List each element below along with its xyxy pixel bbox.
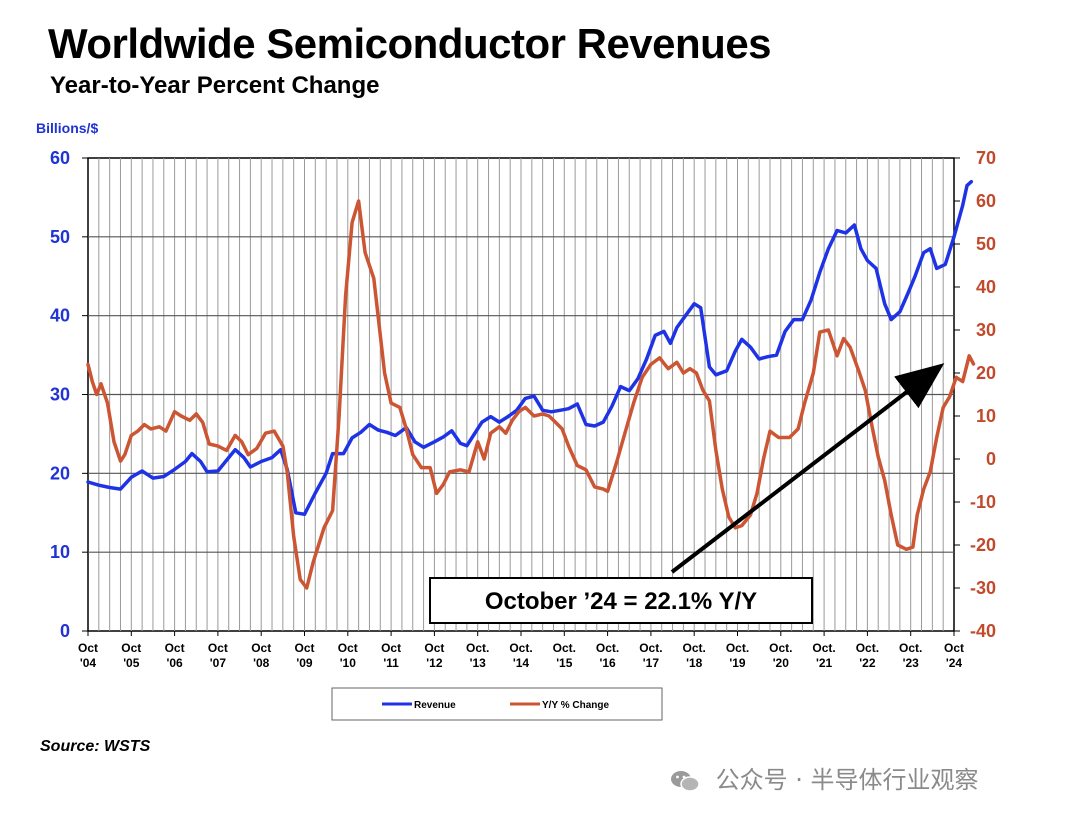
watermark: 公众号 · 半导体行业观察 [670, 760, 979, 795]
x-tick-label-top: Oct. [769, 641, 792, 655]
x-tick-label-top: Oct. [899, 641, 922, 655]
x-tick-label-top: Oct [424, 641, 444, 655]
right-tick-label: 40 [976, 277, 996, 297]
right-tick-label: -20 [970, 535, 996, 555]
x-tick-label-top: Oct. [509, 641, 532, 655]
x-tick-label-bottom: '17 [643, 656, 660, 670]
x-tick-label-bottom: '20 [773, 656, 790, 670]
chart-subtitle: Year-to-Year Percent Change [50, 72, 380, 99]
source-note: Source: WSTS [40, 738, 151, 755]
x-tick-label-top: Oct [165, 641, 185, 655]
chart-title: Worldwide Semiconductor Revenues [48, 20, 772, 67]
x-tick-label-top: Oct [381, 641, 401, 655]
x-tick-label-bottom: '12 [426, 656, 443, 670]
right-tick-label: 70 [976, 148, 996, 168]
x-tick-label-bottom: '13 [470, 656, 487, 670]
right-tick-label: -10 [970, 492, 996, 512]
x-tick-label-bottom: '19 [729, 656, 746, 670]
left-tick-label: 50 [50, 227, 70, 247]
x-tick-label-bottom: '11 [383, 656, 399, 670]
right-tick-label: -40 [970, 621, 996, 641]
x-tick-label-top: Oct [251, 641, 271, 655]
x-tick-label-top: Oct [78, 641, 98, 655]
series-lines [86, 179, 976, 590]
x-tick-label-bottom: '18 [686, 656, 703, 670]
legend: Revenue Y/Y % Change [331, 687, 663, 721]
horizontal-gridlines [88, 236, 954, 553]
left-axis-units: Billions/$ [36, 120, 99, 136]
x-tick-label-top: Oct [294, 641, 314, 655]
x-tick-label-bottom: '21 [816, 656, 833, 670]
x-tick-label-bottom: '07 [210, 656, 227, 670]
x-tick-label-bottom: '10 [340, 656, 357, 670]
x-tick-label-top: Oct. [639, 641, 662, 655]
callout-box [429, 577, 813, 624]
x-axis-ticks: Oct'04Oct'05Oct'06Oct'07Oct'08Oct'09Oct'… [78, 631, 964, 670]
right-tick-label: 50 [976, 234, 996, 254]
x-tick-label-bottom: '09 [296, 656, 313, 670]
left-tick-label: 20 [50, 463, 70, 483]
x-tick-label-top: Oct. [812, 641, 835, 655]
right-tick-label: 10 [976, 406, 996, 426]
revenue-line [86, 179, 974, 517]
x-tick-label-bottom: '16 [599, 656, 616, 670]
left-axis-ticks: 0 10 20 30 40 50 60 [50, 148, 88, 641]
left-tick-label: 0 [60, 621, 70, 641]
wechat-icon [670, 769, 700, 793]
callout-arrow [670, 363, 945, 574]
x-tick-label-top: Oct [121, 641, 141, 655]
callout-text: October ’24 = 22.1% Y/Y [485, 588, 757, 615]
x-tick-label-top: Oct. [596, 641, 619, 655]
left-tick-label: 40 [50, 306, 70, 326]
x-tick-label-bottom: '23 [903, 656, 920, 670]
x-tick-label-bottom: '08 [253, 656, 270, 670]
x-tick-label-top: Oct. [553, 641, 576, 655]
x-tick-label-top: Oct. [856, 641, 879, 655]
left-tick-label: 60 [50, 148, 70, 168]
x-tick-label-bottom: '22 [859, 656, 876, 670]
x-tick-label-top: Oct [338, 641, 358, 655]
x-tick-label-bottom: '14 [513, 656, 530, 670]
x-tick-label-top: Oct [208, 641, 228, 655]
legend-yoy-label: Y/Y % Change [542, 700, 609, 711]
x-tick-label-top: Oct [944, 641, 964, 655]
x-tick-label-top: Oct. [466, 641, 489, 655]
right-tick-label: 30 [976, 320, 996, 340]
watermark-text: 公众号 · 半导体行业观察 [715, 766, 979, 794]
x-tick-label-bottom: '06 [166, 656, 183, 670]
x-tick-label-bottom: '05 [123, 656, 140, 670]
x-tick-label-top: Oct. [683, 641, 706, 655]
right-axis-ticks: -40 -30 -20 -10 0 10 20 30 40 50 60 70 [954, 148, 996, 641]
left-tick-label: 30 [50, 385, 70, 405]
right-tick-label: 0 [986, 449, 996, 469]
x-tick-label-bottom: '04 [80, 656, 97, 670]
x-tick-label-bottom: '15 [556, 656, 573, 670]
legend-revenue-label: Revenue [414, 700, 456, 711]
yoy-change-line [86, 199, 976, 590]
right-tick-label: -30 [970, 578, 996, 598]
x-tick-label-top: Oct. [726, 641, 749, 655]
right-tick-label: 20 [976, 363, 996, 383]
x-tick-label-bottom: '24 [946, 656, 963, 670]
left-tick-label: 10 [50, 542, 70, 562]
legend-box [331, 687, 663, 721]
right-tick-label: 60 [976, 191, 996, 211]
